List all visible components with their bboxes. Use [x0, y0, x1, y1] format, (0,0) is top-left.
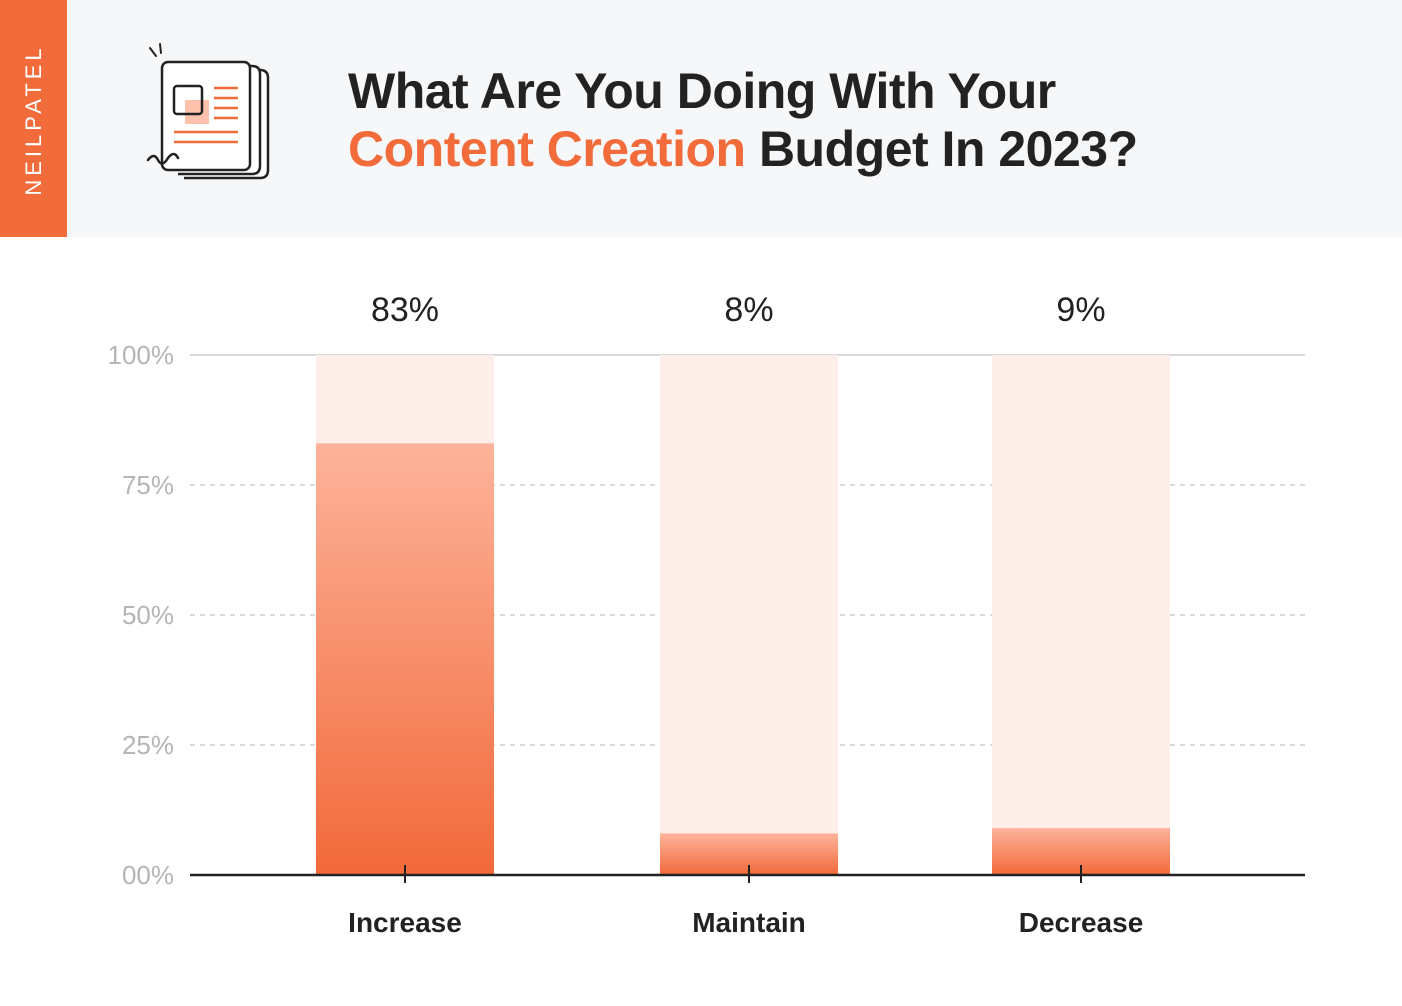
- title-line-1: What Are You Doing With Your: [348, 63, 1056, 119]
- y-tick-label: 75%: [122, 470, 174, 500]
- header-banner: NEILPATEL What Are You Doing With Your C…: [0, 0, 1402, 237]
- brand-logo: NEILPATEL: [21, 44, 46, 196]
- data-label: 8%: [724, 291, 773, 329]
- page-title: What Are You Doing With Your Content Cre…: [348, 62, 1138, 178]
- x-tick-label: Maintain: [692, 907, 806, 938]
- bar-increase: [316, 443, 494, 875]
- bar-track-decrease: [992, 355, 1170, 875]
- y-tick-label: 00%: [122, 860, 174, 890]
- y-tick-label: 100%: [108, 340, 175, 370]
- x-axis: [190, 865, 1305, 883]
- x-tick-label: Decrease: [1019, 907, 1144, 938]
- newspaper-icon: [146, 43, 270, 180]
- data-label: 83%: [371, 291, 439, 329]
- data-label: 9%: [1056, 291, 1105, 329]
- bar-track-maintain: [660, 355, 838, 875]
- brand-strip: NEILPATEL: [0, 0, 67, 237]
- bars: [316, 355, 1170, 875]
- labels: 83% Increase 8% Maintain 9% Decrease: [348, 291, 1143, 938]
- title-accent: Content Creation: [348, 121, 746, 177]
- y-tick-label: 50%: [122, 600, 174, 630]
- x-tick-label: Increase: [348, 907, 462, 938]
- title-rest: Budget In 2023?: [758, 121, 1138, 177]
- bar-chart: 00% 25% 50% 75% 100% 83% Increase 8% Maintain 9%…: [108, 291, 1305, 938]
- y-tick-label: 25%: [122, 730, 174, 760]
- y-axis-tick-labels: 00% 25% 50% 75% 100%: [108, 340, 175, 890]
